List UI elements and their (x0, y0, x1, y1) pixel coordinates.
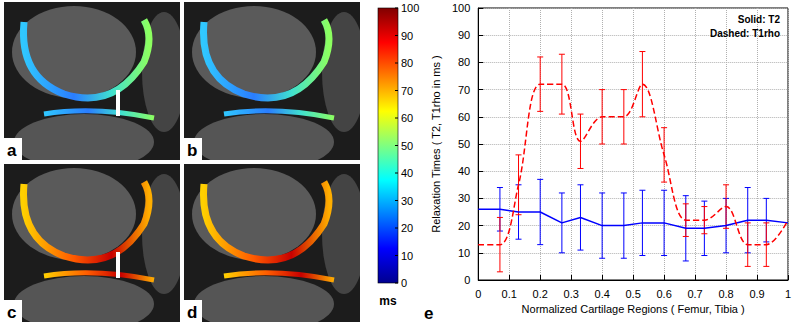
svg-text:100: 100 (452, 2, 470, 14)
svg-text:0.3: 0.3 (564, 288, 579, 300)
svg-text:80: 80 (401, 57, 413, 69)
svg-text:c: c (7, 303, 16, 322)
svg-text:10: 10 (401, 250, 413, 262)
svg-text:20: 20 (401, 222, 413, 234)
svg-text:Relaxation Times ( T2, T1rho i: Relaxation Times ( T2, T1rho in ms ) (430, 55, 442, 233)
svg-text:d: d (187, 303, 197, 322)
svg-text:70: 70 (401, 85, 413, 97)
svg-text:a: a (7, 141, 17, 160)
svg-text:0.1: 0.1 (502, 288, 517, 300)
svg-text:90: 90 (401, 30, 413, 42)
svg-text:0.8: 0.8 (718, 288, 733, 300)
svg-text:0: 0 (464, 274, 470, 286)
svg-text:0.4: 0.4 (595, 288, 610, 300)
svg-text:e: e (424, 304, 433, 323)
svg-text:30: 30 (401, 195, 413, 207)
svg-text:30: 30 (458, 192, 470, 204)
svg-text:0.7: 0.7 (687, 288, 702, 300)
svg-text:Normalized Cartilage Regions (: Normalized Cartilage Regions ( Femur, Ti… (522, 303, 745, 315)
svg-text:100: 100 (401, 2, 419, 14)
svg-text:80: 80 (458, 56, 470, 68)
svg-text:90: 90 (458, 29, 470, 41)
svg-text:ms: ms (379, 294, 397, 308)
svg-text:50: 50 (458, 138, 470, 150)
svg-text:60: 60 (458, 111, 470, 123)
svg-text:Solid: T2: Solid: T2 (738, 14, 781, 25)
svg-text:70: 70 (458, 84, 470, 96)
svg-text:0: 0 (475, 288, 481, 300)
svg-text:0.9: 0.9 (749, 288, 764, 300)
svg-text:50: 50 (401, 140, 413, 152)
svg-text:b: b (187, 141, 197, 160)
svg-text:0: 0 (401, 277, 407, 289)
svg-text:0.5: 0.5 (625, 288, 640, 300)
svg-text:0.6: 0.6 (656, 288, 671, 300)
svg-text:1: 1 (785, 288, 791, 300)
svg-text:20: 20 (458, 220, 470, 232)
svg-text:60: 60 (401, 112, 413, 124)
svg-text:10: 10 (458, 247, 470, 259)
svg-text:0.2: 0.2 (533, 288, 548, 300)
svg-text:Dashed: T1rho: Dashed: T1rho (710, 28, 780, 39)
svg-text:40: 40 (458, 165, 470, 177)
svg-text:40: 40 (401, 167, 413, 179)
